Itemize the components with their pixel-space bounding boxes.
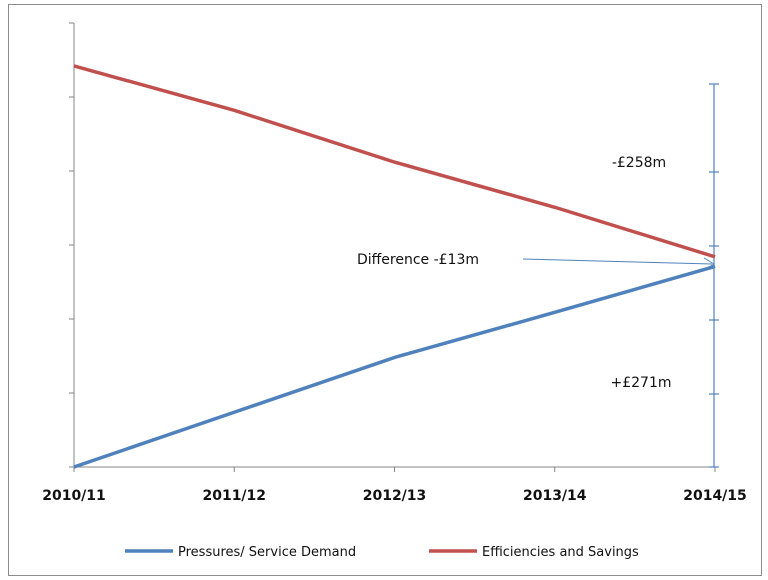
x-tick-labels: 2010/11 2011/12 2012/13 2013/14 2014/15 xyxy=(42,488,747,504)
axes xyxy=(69,22,716,472)
x-tick-label: 2011/12 xyxy=(202,488,266,504)
x-tick-label: 2014/15 xyxy=(683,488,747,504)
series-line-1 xyxy=(73,264,716,469)
x-tick-label: 2013/14 xyxy=(523,488,587,504)
bottom-bracket-label: +£271m xyxy=(611,375,672,391)
difference-arrow-line xyxy=(522,258,713,265)
x-tick-label: 2012/13 xyxy=(363,488,427,504)
legend-label-2: Efficiencies and Savings xyxy=(482,545,639,560)
top-bracket-label: -£258m xyxy=(612,155,666,171)
difference-label: Difference -£13m xyxy=(357,252,479,268)
x-tick-label: 2010/11 xyxy=(42,488,106,504)
legend-label-1: Pressures/ Service Demand xyxy=(178,545,356,560)
brackets xyxy=(522,83,719,468)
legend: Pressures/ Service Demand Efficiencies an… xyxy=(125,545,639,560)
difference-arrow-head xyxy=(703,257,715,265)
series-lines xyxy=(73,64,716,469)
